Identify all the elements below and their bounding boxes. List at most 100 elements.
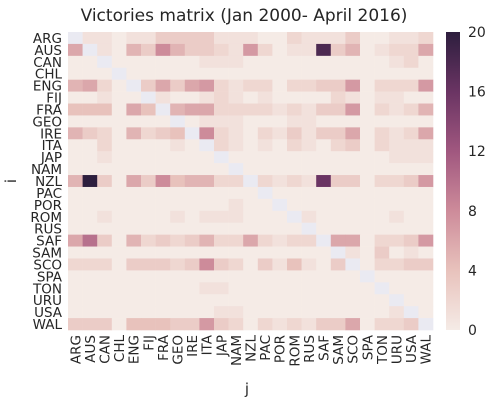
heatmap-cell xyxy=(257,151,273,164)
heatmap-cell xyxy=(418,270,434,283)
heatmap-cell xyxy=(316,115,332,128)
heatmap-cell xyxy=(389,282,405,295)
heatmap-cell xyxy=(257,79,273,92)
heatmap-cell xyxy=(301,175,317,188)
heatmap-cell xyxy=(403,186,419,200)
heatmap-cell xyxy=(170,67,186,80)
colorbar xyxy=(446,32,460,330)
heatmap-cell xyxy=(257,43,273,57)
heatmap-cell xyxy=(389,210,405,224)
heatmap-cell xyxy=(403,115,419,128)
heatmap-cell xyxy=(360,306,375,319)
colorbar-tick-label: 0 xyxy=(468,323,477,339)
heatmap-cell xyxy=(287,43,302,57)
heatmap-cell xyxy=(126,222,142,235)
heatmap-cell xyxy=(287,306,302,319)
heatmap-cell xyxy=(243,115,259,128)
heatmap-cell xyxy=(155,79,171,92)
heatmap-cell xyxy=(126,175,142,188)
x-tick-label: ROM xyxy=(287,335,303,367)
heatmap-cell xyxy=(272,222,288,235)
heatmap-cell xyxy=(345,258,361,271)
heatmap-cell xyxy=(68,306,83,319)
heatmap-cell xyxy=(141,210,156,224)
heatmap-cell xyxy=(257,198,273,212)
heatmap-cell xyxy=(111,103,127,116)
heatmap-cell xyxy=(403,163,419,176)
heatmap-cell xyxy=(97,282,113,295)
heatmap-cell xyxy=(126,127,142,140)
heatmap-cell xyxy=(403,127,419,140)
heatmap-cell xyxy=(316,175,332,188)
heatmap-cell xyxy=(360,115,375,128)
heatmap-cell xyxy=(228,127,244,140)
x-tick-labels: ARGAUSCANCHLENGFIJFRAGEOIREITAJAPNAMNZLP… xyxy=(68,334,434,366)
heatmap-cell xyxy=(82,294,98,307)
heatmap-cell xyxy=(68,103,83,116)
heatmap-cell xyxy=(316,270,332,283)
x-axis-label: j xyxy=(244,380,249,398)
heatmap-cell xyxy=(155,127,171,140)
heatmap-cell xyxy=(374,79,390,92)
heatmap-cell xyxy=(97,258,113,271)
heatmap-cell xyxy=(403,43,419,57)
heatmap-cell xyxy=(374,234,390,247)
y-tick-label: FIJ xyxy=(46,91,62,107)
heatmap-cell xyxy=(403,306,419,319)
heatmap-cell xyxy=(97,234,113,247)
heatmap-cell xyxy=(155,163,171,176)
heatmap-cell xyxy=(301,139,317,152)
heatmap-cell xyxy=(68,234,83,247)
heatmap-cell xyxy=(330,79,346,92)
heatmap-cell xyxy=(199,103,215,116)
heatmap-cell xyxy=(184,139,200,152)
heatmap-cell xyxy=(184,306,200,319)
heatmap-cell xyxy=(243,163,259,176)
heatmap-cell xyxy=(330,139,346,152)
heatmap-cell xyxy=(345,234,361,247)
heatmap-cell xyxy=(272,151,288,164)
heatmap-cell xyxy=(82,234,98,247)
heatmap-cell xyxy=(345,270,361,283)
heatmap-cell xyxy=(403,79,419,92)
heatmap-cell xyxy=(287,151,302,164)
heatmap-cell xyxy=(345,43,361,57)
heatmap-cell xyxy=(214,258,229,271)
heatmap-cell xyxy=(184,318,200,331)
heatmap-cell xyxy=(228,139,244,152)
heatmap-cell xyxy=(374,210,390,224)
heatmap-cell xyxy=(111,151,127,164)
heatmap-cell xyxy=(199,258,215,271)
heatmap-cell xyxy=(214,270,229,283)
heatmap-cell xyxy=(199,79,215,92)
heatmap-cell xyxy=(389,55,405,69)
heatmap-cell xyxy=(374,139,390,152)
heatmap-cell xyxy=(97,79,113,92)
heatmap-cell xyxy=(389,222,405,235)
heatmap-cell xyxy=(126,139,142,152)
heatmap-cell xyxy=(141,79,156,92)
heatmap-cell xyxy=(97,318,113,331)
heatmap-cell xyxy=(360,234,375,247)
heatmap-cell xyxy=(228,234,244,247)
heatmap-cell xyxy=(170,210,186,224)
heatmap-cell xyxy=(126,115,142,128)
heatmap-cell xyxy=(214,175,229,188)
heatmap-cell xyxy=(68,163,83,176)
y-tick-label: GEO xyxy=(32,114,62,130)
heatmap-cell xyxy=(214,282,229,295)
heatmap-cell xyxy=(257,258,273,271)
x-tick-label: AUS xyxy=(83,335,99,363)
heatmap-cell xyxy=(345,186,361,200)
heatmap-cell xyxy=(111,246,127,259)
heatmap-cell xyxy=(155,186,171,200)
heatmap-cell xyxy=(287,282,302,295)
heatmap-cell xyxy=(82,175,98,188)
heatmap-cell xyxy=(418,186,434,200)
heatmap-cell xyxy=(82,91,98,104)
heatmap-cell xyxy=(301,163,317,176)
heatmap-cell xyxy=(68,67,83,80)
heatmap-cell xyxy=(82,222,98,235)
heatmap-cell xyxy=(272,306,288,319)
heatmap-cell xyxy=(374,282,390,295)
